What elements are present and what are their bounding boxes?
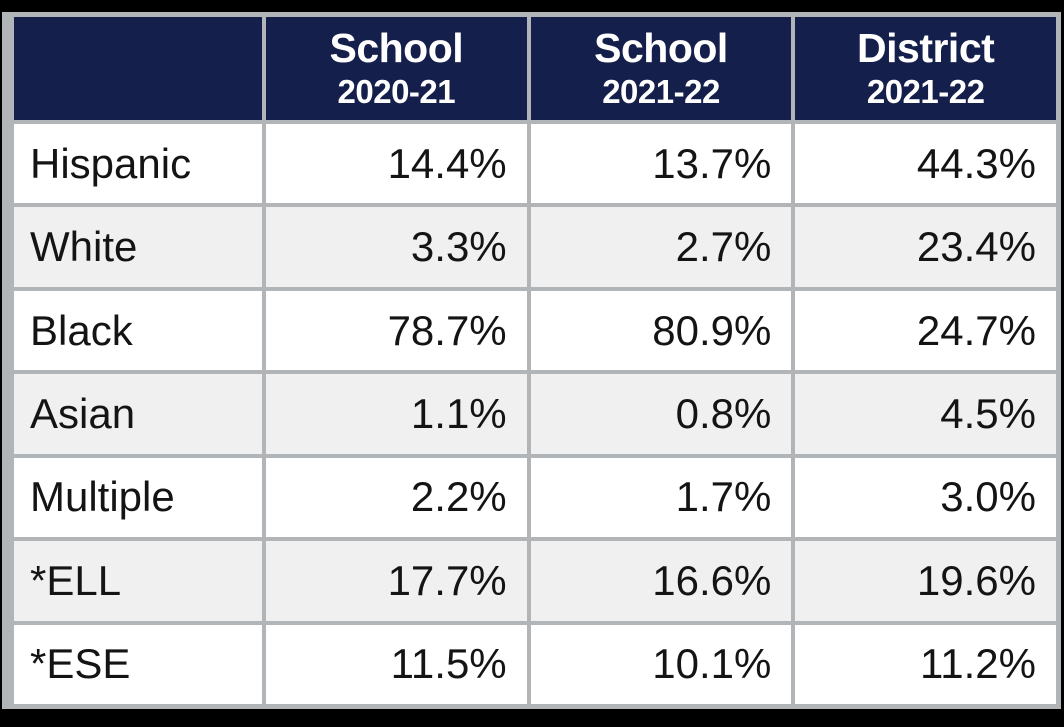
header-col-year: 2021-22 — [602, 73, 720, 111]
value-school-2020-21: 11.5% — [266, 624, 527, 704]
value-district-2021-22: 4.5% — [795, 374, 1056, 454]
value-school-2021-22: 16.6% — [530, 541, 792, 621]
header-col-title: School — [329, 25, 464, 72]
header-corner-cell — [14, 17, 262, 120]
row-label: Black — [14, 290, 262, 371]
row-label: Hispanic — [14, 124, 262, 204]
row-label: Multiple — [14, 457, 262, 538]
header-col-year: 2021-22 — [866, 73, 985, 111]
header-col-title: School — [594, 25, 728, 72]
value-school-2020-21: 3.3% — [266, 207, 527, 287]
value-district-2021-22: 3.0% — [795, 457, 1056, 538]
value-district-2021-22: 23.4% — [795, 207, 1056, 287]
row-label: *ESE — [14, 624, 262, 704]
row-label: *ELL — [14, 541, 262, 621]
value-school-2020-21: 78.7% — [266, 290, 527, 371]
value-school-2021-22: 2.7% — [530, 207, 792, 287]
value-school-2021-22: 0.8% — [530, 374, 792, 454]
header-district-2021-22: District 2021-22 — [795, 17, 1056, 120]
header-school-2020-21: School 2020-21 — [266, 17, 527, 120]
demographics-table: School 2020-21 School 2021-22 District 2… — [2, 12, 1061, 709]
value-school-2020-21: 14.4% — [266, 124, 527, 204]
value-school-2021-22: 80.9% — [530, 290, 792, 371]
value-school-2021-22: 10.1% — [530, 624, 792, 704]
value-school-2020-21: 1.1% — [266, 374, 527, 454]
row-label: Asian — [14, 374, 262, 454]
value-school-2020-21: 2.2% — [266, 457, 527, 538]
value-district-2021-22: 11.2% — [795, 624, 1056, 704]
header-col-year: 2020-21 — [337, 73, 456, 111]
row-label: White — [14, 207, 262, 287]
value-school-2021-22: 1.7% — [530, 457, 792, 538]
header-school-2021-22: School 2021-22 — [530, 17, 792, 120]
value-district-2021-22: 44.3% — [795, 124, 1056, 204]
value-school-2021-22: 13.7% — [530, 124, 792, 204]
value-school-2020-21: 17.7% — [266, 541, 527, 621]
header-col-title: District — [857, 25, 995, 72]
value-district-2021-22: 19.6% — [795, 541, 1056, 621]
value-district-2021-22: 24.7% — [795, 290, 1056, 371]
